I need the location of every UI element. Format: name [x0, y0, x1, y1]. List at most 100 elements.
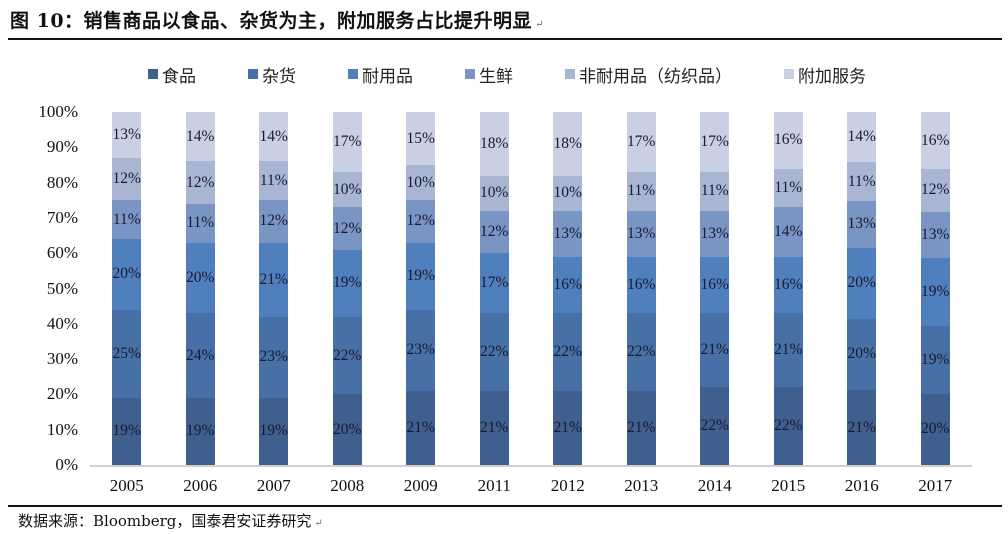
- data-label: 10%: [406, 173, 435, 191]
- legend-swatch-icon: [148, 69, 158, 79]
- data-label: 11%: [259, 171, 288, 189]
- legend-label: 附加服务: [798, 66, 866, 87]
- data-label: 22%: [553, 343, 582, 361]
- data-label: 10%: [480, 184, 509, 202]
- bar-segment: 13%: [626, 210, 656, 257]
- x-tick-label: 2015: [771, 476, 806, 495]
- data-label: 19%: [406, 267, 435, 285]
- bar-segment: 10%: [553, 175, 583, 211]
- data-label: 23%: [259, 348, 288, 366]
- bar-segment: 11%: [259, 161, 289, 201]
- data-label: 13%: [112, 125, 141, 143]
- bar-segment: 12%: [112, 157, 142, 201]
- data-label: 15%: [406, 129, 435, 147]
- data-label: 11%: [774, 178, 803, 196]
- legend-label: 非耐用品（纺织品）: [579, 66, 732, 87]
- data-label: 21%: [553, 418, 582, 436]
- paragraph-mark-icon: ↵: [535, 19, 544, 30]
- legend-label: 耐用品: [362, 66, 413, 87]
- data-label: 12%: [259, 212, 288, 230]
- y-tick-label: 0%: [55, 455, 78, 474]
- bar-segment: 14%: [773, 207, 803, 257]
- data-label: 14%: [774, 223, 803, 241]
- data-label: 20%: [186, 268, 215, 286]
- y-tick-label: 10%: [46, 419, 78, 439]
- data-label: 20%: [847, 345, 876, 363]
- bar-area: 19% 25% 20% 11% 12% 13% 19% 24% 20% 11% 12% 14% 19% 2…: [90, 112, 972, 465]
- y-tick-label: 80%: [46, 172, 78, 192]
- bar-segment: 17%: [332, 112, 362, 173]
- legend-label: 杂货: [262, 66, 296, 87]
- bar-segment: 11%: [847, 161, 877, 202]
- bar-segment: 16%: [700, 256, 730, 314]
- data-label: 19%: [333, 274, 362, 292]
- bar-segment: 23%: [406, 309, 436, 391]
- x-tick-label: 2005: [109, 476, 144, 495]
- data-label: 19%: [112, 422, 141, 440]
- legend-swatch-icon: [565, 69, 575, 79]
- legend-item: 生鲜: [465, 62, 513, 87]
- bar-segment: 13%: [553, 210, 583, 257]
- bar-segment: 13%: [847, 201, 877, 248]
- data-label: 16%: [553, 275, 582, 293]
- data-label: 22%: [480, 343, 509, 361]
- bar-segment: 24%: [185, 313, 215, 398]
- x-tick-label: 2017: [918, 476, 953, 495]
- data-label: 21%: [774, 341, 803, 359]
- bar-segment: 16%: [553, 256, 583, 314]
- x-tick-label: 2011: [477, 476, 511, 495]
- bar-segment: 12%: [185, 161, 215, 204]
- y-tick-label: 90%: [46, 137, 78, 157]
- bar-2011: 21% 22% 17% 12% 10% 18%: [479, 112, 509, 465]
- bar-2016: 21% 20% 20% 13% 11% 14%: [847, 112, 877, 465]
- y-tick-label: 50%: [46, 278, 78, 298]
- bar-segment: 11%: [185, 203, 215, 243]
- bar-segment: 23%: [259, 316, 289, 398]
- data-label: 13%: [921, 226, 950, 244]
- bar-segment: 19%: [406, 242, 436, 310]
- legend-item: 食品: [148, 62, 196, 87]
- bar-segment: 17%: [700, 112, 730, 173]
- data-label: 21%: [259, 270, 288, 288]
- bar-segment: 14%: [185, 112, 215, 162]
- figure-title: 图 10：销售商品以食品、杂货为主，附加服务占比提升明显 ↵: [10, 6, 544, 33]
- bar-segment: 13%: [920, 211, 950, 259]
- bar-segment: 10%: [479, 175, 509, 211]
- bar-segment: 21%: [773, 313, 803, 388]
- data-label: 20%: [847, 274, 876, 292]
- bar-segment: 10%: [406, 164, 436, 201]
- y-tick-label: 40%: [46, 313, 78, 333]
- data-label: 11%: [112, 210, 141, 228]
- title-rule: [8, 38, 1002, 40]
- data-label: 16%: [774, 131, 803, 149]
- bar-segment: 11%: [773, 168, 803, 208]
- bar-segment: 19%: [332, 249, 362, 317]
- bar-segment: 12%: [406, 200, 436, 243]
- data-label: 11%: [186, 214, 215, 232]
- data-label: 18%: [553, 134, 582, 152]
- bar-segment: 20%: [185, 242, 215, 314]
- y-tick-label: 20%: [46, 384, 78, 404]
- data-label: 12%: [186, 173, 215, 191]
- bar-2006: 19% 24% 20% 11% 12% 14%: [185, 112, 215, 465]
- data-label: 20%: [112, 265, 141, 283]
- bar-segment: 19%: [112, 397, 142, 465]
- legend-item: 耐用品: [348, 62, 413, 87]
- bar-segment: 12%: [332, 207, 362, 250]
- bar-segment: 10%: [332, 172, 362, 208]
- source-rule: [8, 505, 1002, 507]
- data-label: 25%: [112, 344, 141, 362]
- bar-segment: 20%: [847, 318, 877, 391]
- bar-segment: 20%: [332, 394, 362, 465]
- bar-2015: 22% 21% 16% 14% 11% 16%: [773, 112, 803, 465]
- bar-segment: 14%: [259, 112, 289, 162]
- data-label: 12%: [112, 170, 141, 188]
- bar-2013: 21% 22% 16% 13% 11% 17%: [626, 112, 656, 465]
- data-label: 16%: [700, 275, 729, 293]
- legend-swatch-icon: [784, 69, 794, 79]
- chart-legend: 食品 杂货 耐用品 生鲜 非耐用品（纺织品） 附加服务: [148, 62, 866, 87]
- data-label: 21%: [406, 418, 435, 436]
- data-label: 12%: [921, 181, 950, 199]
- bar-segment: 11%: [112, 200, 142, 240]
- data-label: 16%: [774, 275, 803, 293]
